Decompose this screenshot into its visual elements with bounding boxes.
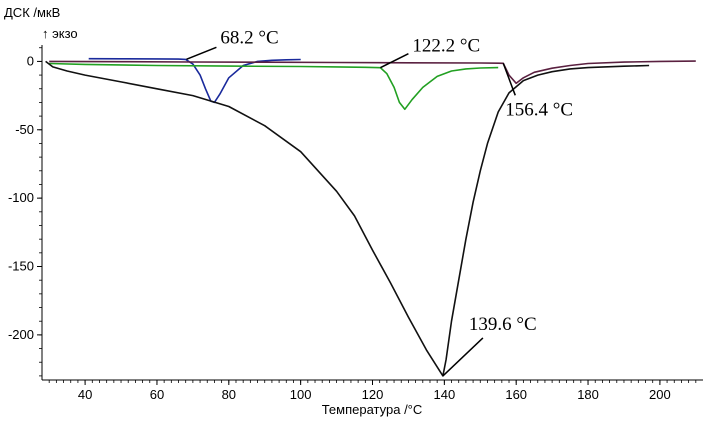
x-tick-label: 60: [150, 387, 164, 402]
annotation-label: 156.4 °C: [505, 99, 573, 120]
x-ticks: 40 60 80 100 120 140 160 180 200: [48, 380, 697, 402]
y-tick-label: -200: [8, 327, 34, 342]
series-line-green: [49, 62, 499, 111]
series-group: [45, 57, 696, 377]
y-tick-label: 0: [27, 53, 34, 68]
series-line-black: [45, 60, 650, 377]
exo-direction-label: ↑ экзо: [42, 26, 78, 41]
x-tick-label: 200: [649, 387, 671, 402]
annotation-leader: [442, 337, 484, 377]
y-tick-label: -100: [8, 190, 34, 205]
annotations: 68.2 °C 122.2 °C 156.4 °C 139.6 °C: [186, 27, 573, 377]
y-axis-title: ДСК /мкВ: [4, 5, 60, 20]
annotation-leader: [380, 53, 409, 69]
annotation-leader: [502, 63, 516, 96]
annotation-label: 68.2 °C: [220, 27, 278, 48]
x-tick-label: 120: [362, 387, 384, 402]
x-tick-label: 140: [433, 387, 455, 402]
series-line-maroon: [49, 60, 696, 85]
x-tick-label: 160: [505, 387, 527, 402]
y-tick-label: -150: [8, 259, 34, 274]
annotation-label: 139.6 °C: [469, 314, 537, 335]
x-axis-title: Температура /°C: [322, 402, 423, 417]
y-ticks: 0 -50 -100 -150 -200: [8, 47, 42, 377]
x-tick-label: 80: [222, 387, 236, 402]
x-tick-label: 40: [78, 387, 92, 402]
annotation-label: 122.2 °C: [412, 36, 480, 57]
annotation-leader: [186, 46, 217, 61]
y-tick-label: -50: [15, 122, 34, 137]
x-tick-label: 180: [577, 387, 599, 402]
x-tick-label: 100: [290, 387, 312, 402]
